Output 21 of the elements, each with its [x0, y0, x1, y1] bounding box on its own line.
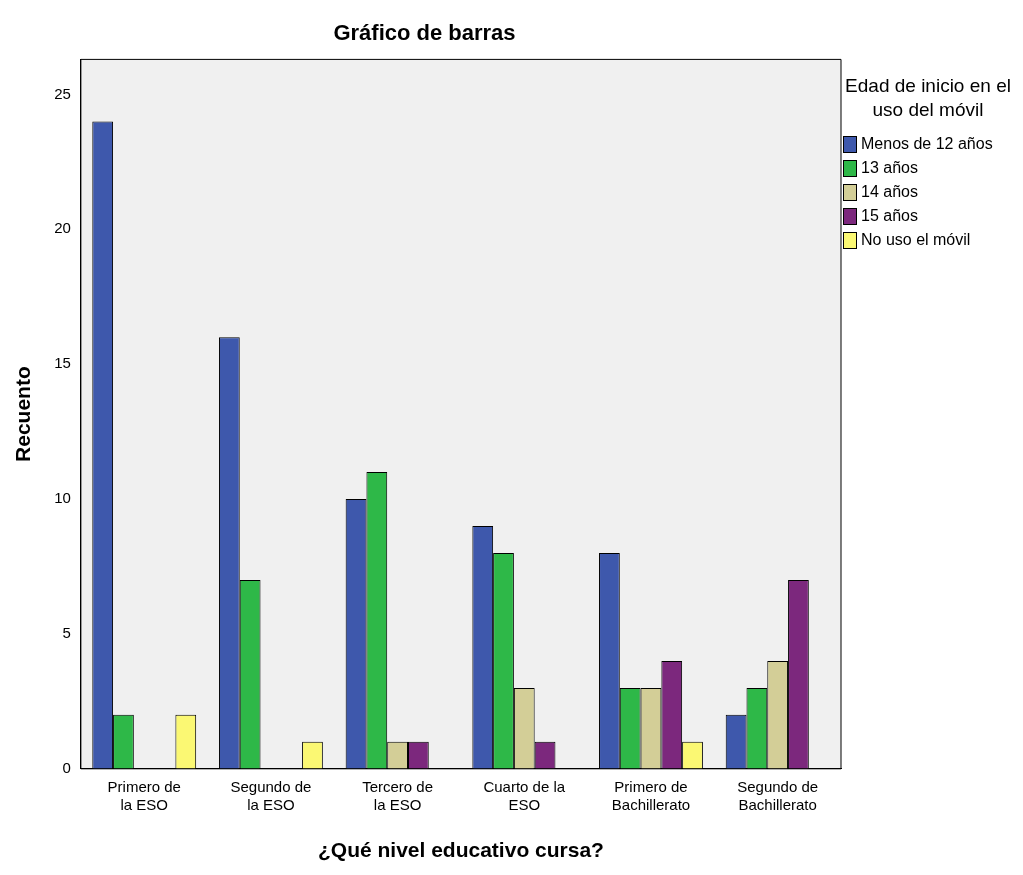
x-tick-label: Segundo de Bachillerato: [737, 777, 819, 813]
x-tick-label: Tercero de la ESO: [362, 777, 434, 813]
x-tick-label: Primero de la ESO: [107, 777, 181, 813]
legend-label: Menos de 12 años: [861, 134, 993, 154]
y-tick-label: 20: [54, 219, 71, 237]
y-tick-label: 15: [54, 354, 71, 372]
x-tick-label: Cuarto de la ESO: [483, 777, 566, 813]
x-axis-title: ¿Qué nivel educativo cursa?: [317, 838, 604, 862]
x-tick-label: Primero de Bachillerato: [611, 777, 691, 813]
legend-title: Edad de inicio en el uso del móvil: [844, 74, 1012, 122]
y-tick-label: 25: [54, 84, 71, 102]
legend-label: 15 años: [861, 206, 918, 226]
legend-label: No uso el móvil: [861, 230, 971, 250]
x-tick-label: Segundo de la ESO: [230, 777, 312, 813]
y-tick-label: 0: [62, 758, 71, 776]
y-axis-title: Recuento: [11, 366, 35, 462]
legend-label: 14 años: [861, 182, 918, 202]
y-tick-label: 5: [62, 624, 71, 642]
legend-label: 13 años: [861, 158, 918, 178]
chart-title: Gráfico de barras: [333, 20, 516, 46]
y-tick-label: 10: [54, 489, 71, 507]
